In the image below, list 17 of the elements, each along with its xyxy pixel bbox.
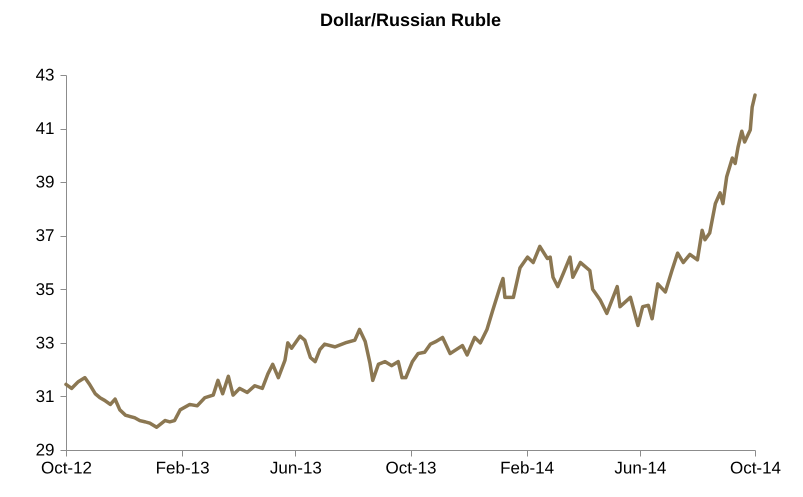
y-tick-label: 41: [36, 119, 54, 138]
x-tick-label: Oct-14: [730, 458, 782, 478]
chart-title: Dollar/Russian Ruble: [320, 10, 502, 30]
y-tick-label: 31: [36, 386, 54, 406]
y-tick-label: 33: [36, 333, 54, 352]
x-tick-label: Jun-13: [270, 458, 322, 478]
x-tick-label: Feb-14: [500, 458, 554, 478]
y-tick-label: 39: [36, 172, 54, 192]
x-tick-label: Oct-13: [385, 458, 437, 478]
x-tick-label: Oct-12: [40, 458, 92, 478]
y-tick-label: 29: [36, 440, 54, 460]
line-series: [64, 93, 757, 429]
y-tick-label: 37: [36, 226, 54, 246]
x-tick-label: Jun-14: [614, 458, 666, 478]
x-tick-label: Feb-13: [156, 458, 210, 478]
y-tick-label: 43: [36, 66, 54, 84]
y-tick-label: 35: [36, 280, 54, 299]
